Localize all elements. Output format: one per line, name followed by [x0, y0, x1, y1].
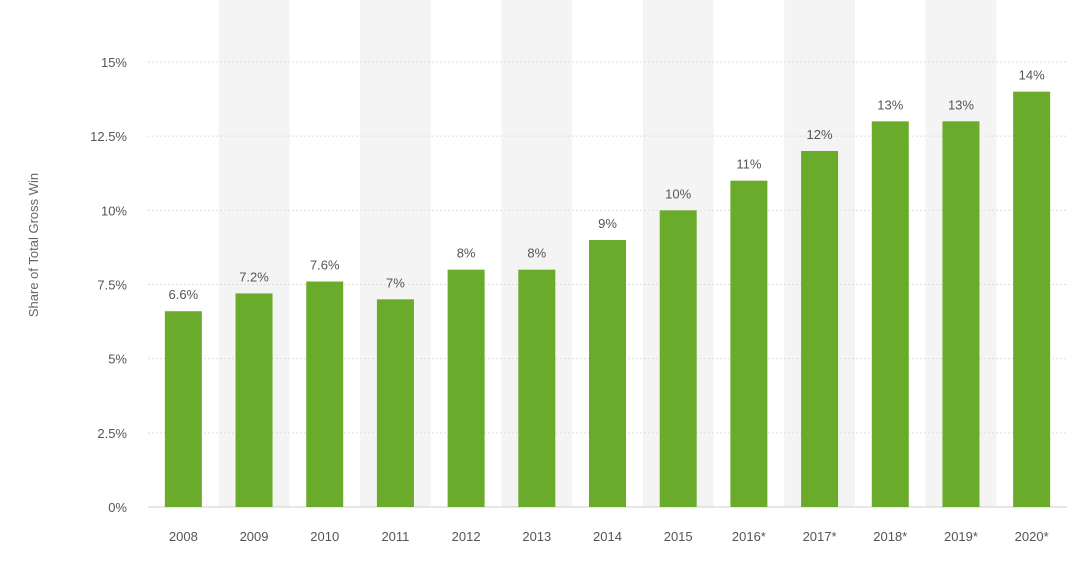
bar	[801, 151, 839, 507]
data-label: 13%	[948, 97, 974, 112]
bar	[1013, 91, 1051, 508]
y-axis-tick-labels: 0% 2.5% 5% 7.5% 10% 12.5% 15%	[90, 55, 127, 515]
data-label: 8%	[457, 246, 476, 261]
x-tick-label: 2015	[664, 529, 693, 544]
data-label: 12%	[807, 127, 833, 142]
data-label: 11%	[736, 157, 761, 172]
y-axis-label: Share of Total Gross Win	[26, 173, 41, 317]
x-tick-label: 2009	[240, 529, 269, 544]
x-tick-label: 2016*	[732, 529, 766, 544]
data-labels: 6.6% 7.2% 7.6% 7% 8% 8% 9% 10% 11% 12% 13% 13% 14%	[169, 68, 1046, 303]
bar	[589, 240, 626, 507]
y-tick-label: 5%	[108, 352, 127, 367]
data-label: 7.6%	[310, 258, 340, 273]
data-label: 14%	[1019, 68, 1045, 83]
data-label: 9%	[598, 216, 617, 231]
grid-lines	[148, 61, 1067, 508]
bar	[235, 293, 273, 507]
y-tick-label: 10%	[101, 203, 127, 218]
data-label: 7%	[386, 275, 405, 290]
bar	[730, 180, 768, 507]
bar	[659, 210, 697, 508]
x-tick-label: 2013	[522, 529, 551, 544]
bar	[871, 121, 909, 507]
y-tick-label: 0%	[108, 500, 127, 515]
y-tick-label: 7.5%	[97, 278, 127, 293]
data-label: 8%	[527, 246, 546, 261]
bar	[518, 269, 556, 507]
x-tick-label: 2011	[381, 529, 409, 544]
bar	[306, 281, 344, 507]
x-tick-label: 2010	[310, 529, 339, 544]
bar	[447, 269, 485, 507]
bar	[942, 121, 980, 507]
y-tick-label: 12.5%	[90, 129, 127, 144]
x-tick-label: 2014	[593, 529, 622, 544]
y-tick-label: 2.5%	[97, 426, 127, 441]
x-tick-label: 2018*	[873, 529, 907, 544]
y-tick-label: 15%	[101, 55, 127, 70]
bar	[376, 299, 414, 507]
bars	[164, 91, 1051, 508]
x-tick-label: 2008	[169, 529, 198, 544]
x-tick-label: 2019*	[944, 529, 978, 544]
x-tick-label: 2012	[452, 529, 481, 544]
data-label: 10%	[665, 186, 691, 201]
data-label: 7.2%	[239, 269, 269, 284]
x-tick-label: 2017*	[803, 529, 837, 544]
x-axis-tick-labels: 2008 2009 2010 2011 2012 2013 2014 2015 2016* 201…	[169, 529, 1049, 544]
bar	[164, 311, 202, 507]
x-tick-label: 2020*	[1015, 529, 1049, 544]
data-label: 13%	[877, 97, 903, 112]
data-label: 6.6%	[169, 287, 199, 302]
